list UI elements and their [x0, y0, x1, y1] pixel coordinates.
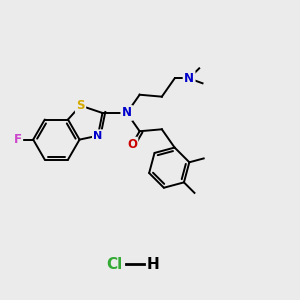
- Text: H: H: [147, 257, 159, 272]
- Text: S: S: [76, 99, 85, 112]
- Text: O: O: [127, 138, 137, 151]
- Text: N: N: [122, 106, 132, 119]
- Text: Cl: Cl: [106, 257, 122, 272]
- Text: N: N: [184, 72, 194, 85]
- Text: N: N: [93, 131, 103, 141]
- Text: F: F: [14, 133, 22, 146]
